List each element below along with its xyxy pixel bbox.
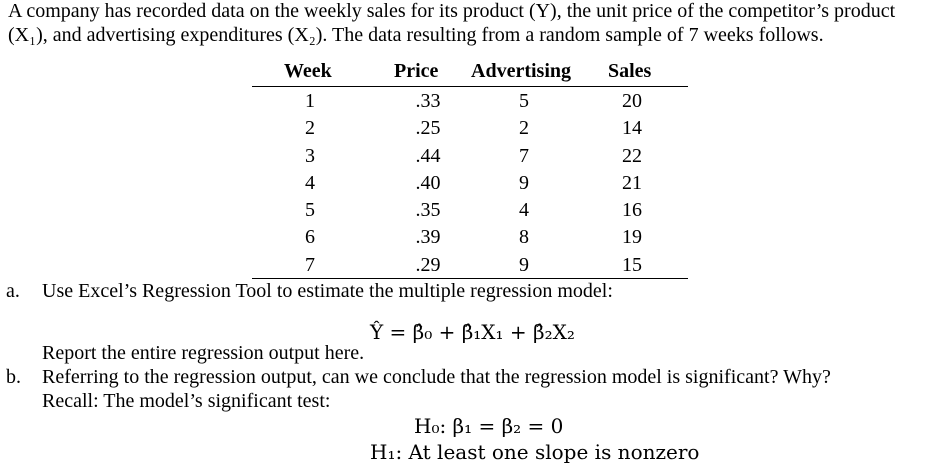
report-instruction: Report the entire regression output here… [42,342,365,364]
table-row: 4 .40 9 21 [252,170,688,197]
null-hypothesis: H₀: β₁ = β₂ = 0 [414,414,564,438]
bottom-rule [252,278,688,279]
cell-sales: 20 [622,90,642,112]
cell-advertising: 2 [519,117,529,140]
intro-line-1: A company has recorded data on the weekl… [8,0,896,22]
table-row: 6 .39 8 19 [252,224,688,251]
cell-sales: 14 [622,117,642,140]
question-a-label: a. [6,280,20,302]
cell-price: .35 [415,199,441,222]
table-row: 3 .44 7 22 [252,143,688,170]
intro-line-2: (X₁), and advertising expenditures (X₂).… [8,24,824,46]
regression-formula: Ŷ = β̂₀ + β̂₁X₁ + β̂₂X₂ [370,320,575,344]
cell-week: 1 [305,90,315,112]
question-b-text: Referring to the regression output, can … [42,366,831,388]
cell-sales: 22 [622,144,642,167]
table-header: Week Price Advertising Sales [252,58,688,84]
table-row: 7 .29 9 15 [252,252,688,279]
cell-week: 4 [305,171,315,194]
cell-sales: 15 [622,253,642,276]
cell-price: .40 [415,171,441,194]
cell-sales: 21 [622,171,642,194]
cell-advertising: 5 [519,90,529,112]
data-table: Week Price Advertising Sales 1 .33 5 20 2 .25… [252,58,688,279]
alternative-hypothesis: H₁: At least one slope is nonzero [370,440,700,464]
cell-price: .44 [415,144,441,167]
question-b-label: b. [6,366,21,388]
cell-advertising: 4 [519,199,529,222]
table-body: 1 .33 5 20 2 .25 2 14 3 .44 7 22 4 .40 9 21 5 .35 4 16 6 .39 8… [252,88,688,279]
cell-week: 6 [305,226,315,249]
cell-sales: 16 [622,199,642,222]
cell-advertising: 9 [519,253,529,276]
cell-price: .25 [415,117,441,140]
header-rule [252,86,688,87]
cell-week: 5 [305,199,315,222]
header-advertising: Advertising [471,60,571,82]
header-price: Price [394,60,439,82]
cell-week: 2 [305,117,315,140]
cell-price: .39 [415,226,441,249]
cell-week: 3 [305,144,315,167]
question-a-text: Use Excel’s Regression Tool to estimate … [42,280,613,302]
table-row: 5 .35 4 16 [252,197,688,224]
cell-advertising: 8 [519,226,529,249]
cell-week: 7 [305,253,315,276]
header-sales: Sales [608,60,652,82]
table-row: 2 .25 2 14 [252,115,688,142]
table-row: 1 .33 5 20 [252,88,688,115]
cell-price: .33 [415,90,441,112]
recall-text: Recall: The model’s significant test: [42,390,331,412]
cell-sales: 19 [622,226,642,249]
cell-advertising: 9 [519,171,529,194]
cell-advertising: 7 [519,144,529,167]
header-week: Week [284,60,332,82]
cell-price: .29 [415,253,441,276]
